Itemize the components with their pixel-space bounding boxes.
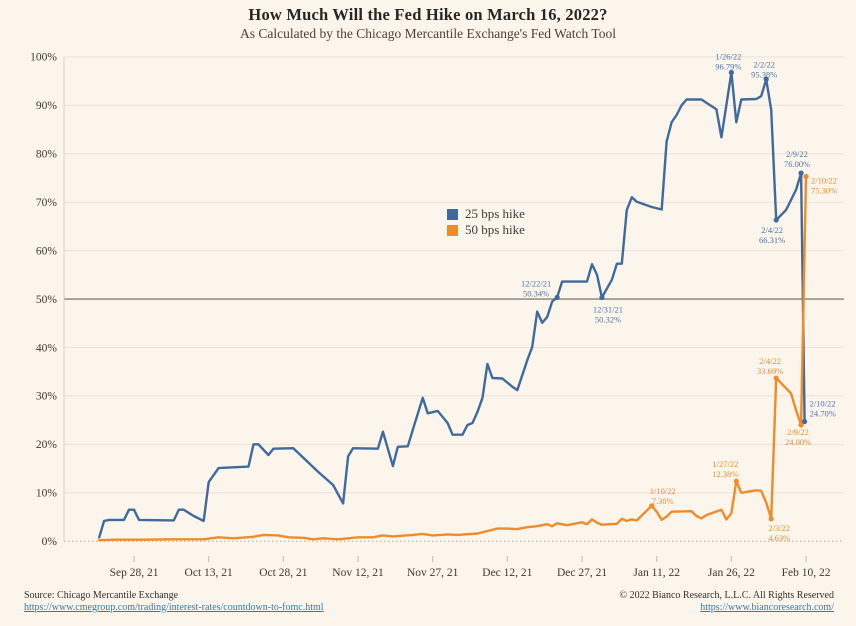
annotation-dot-50bps xyxy=(649,503,655,509)
x-axis-tick-label: Dec 12, 21 xyxy=(482,567,532,579)
series-line-25bps xyxy=(97,71,806,539)
y-axis-tick-label: 90% xyxy=(36,100,58,112)
annotation-label-25bps: 50.34% xyxy=(523,288,549,298)
annotation-label-25bps: 1/26/22 xyxy=(715,51,741,61)
annotation-label-25bps: 66.31% xyxy=(759,235,785,245)
copyright-link[interactable]: https://www.biancoresearch.com/ xyxy=(700,601,834,613)
annotation-label-50bps: 24.00% xyxy=(785,437,811,447)
annotation-dot-25bps xyxy=(798,170,804,176)
x-axis-tick-label: Jan 26, 22 xyxy=(708,567,755,579)
annotation-label-50bps: 75.30% xyxy=(811,186,837,196)
annotation-label-50bps: 33.69% xyxy=(757,366,783,376)
annotation-dot-50bps xyxy=(768,516,774,522)
x-axis-tick-label: Nov 12, 21 xyxy=(332,567,384,579)
copyright-block: © 2022 Bianco Research, L.L.C. All Right… xyxy=(619,590,834,613)
y-axis-tick-label: 20% xyxy=(36,439,58,451)
source-block: Source: Chicago Mercantile Exchange http… xyxy=(24,590,324,613)
annotation-dot-25bps xyxy=(728,69,734,76)
x-axis-tick-label: Feb 10, 22 xyxy=(782,567,831,579)
annotation-label-25bps: 2/10/22 xyxy=(810,399,836,409)
y-axis-tick-label: 10% xyxy=(36,488,58,500)
y-axis-tick-label: 60% xyxy=(36,245,58,257)
x-axis-tick-label: Jan 11, 22 xyxy=(633,567,680,579)
annotation-label-25bps: 12/31/21 xyxy=(593,305,623,315)
legend-label-50bps: 50 bps hike xyxy=(465,222,525,237)
annotation-label-50bps: 1/10/22 xyxy=(650,486,676,496)
chart-subtitle: As Calculated by the Chicago Mercantile … xyxy=(240,26,616,41)
source-label: Source: Chicago Mercantile Exchange xyxy=(24,590,179,601)
annotation-dot-50bps xyxy=(773,375,779,381)
x-axis-tick-label: Oct 28, 21 xyxy=(259,567,307,579)
annotation-dot-25bps xyxy=(763,76,769,82)
annotation-label-50bps: 12.38% xyxy=(712,469,738,479)
annotation-dot-50bps xyxy=(733,478,739,484)
annotation-label-25bps: 2/4/22 xyxy=(761,225,783,235)
legend-item-50bps: 50 bps hike xyxy=(447,222,525,238)
y-axis-tick-label: 30% xyxy=(36,391,58,403)
annotation-label-25bps: 50.32% xyxy=(595,315,621,325)
y-axis-tick-label: 70% xyxy=(36,197,58,209)
source-link[interactable]: https://www.cmegroup.com/trading/interes… xyxy=(24,601,324,613)
annotation-label-25bps: 76.00% xyxy=(784,159,810,169)
annotation-label-25bps: 2/9/22 xyxy=(786,149,808,159)
legend-swatch-25bps-icon xyxy=(447,208,458,220)
y-axis-tick-label: 50% xyxy=(36,294,58,306)
chart-title: How Much Will the Fed Hike on March 16, … xyxy=(248,5,608,24)
y-axis-tick-label: 80% xyxy=(36,149,58,161)
x-axis-tick-label: Nov 27, 21 xyxy=(407,567,459,579)
series-line-50bps xyxy=(97,175,808,542)
legend-swatch-50bps-icon xyxy=(447,224,458,236)
annotation-label-25bps: 96.79% xyxy=(715,61,741,71)
annotation-label-50bps: 1/27/22 xyxy=(712,459,738,469)
y-axis-tick-label: 100% xyxy=(30,52,57,64)
y-axis-tick-label: 0% xyxy=(42,536,58,548)
annotation-label-50bps: 4.63% xyxy=(768,533,790,543)
legend-label-25bps: 25 bps hike xyxy=(465,206,525,221)
x-axis-tick-label: Oct 13, 21 xyxy=(185,567,233,579)
annotation-dot-25bps xyxy=(773,217,779,223)
y-axis-tick-label: 40% xyxy=(36,342,58,354)
x-axis-tick-label: Sep 28, 21 xyxy=(110,567,159,579)
annotation-label-25bps: 12/22/21 xyxy=(521,278,551,288)
annotation-label-25bps: 2/2/22 xyxy=(753,59,775,69)
annotation-label-25bps: 24.70% xyxy=(810,409,836,419)
annotation-label-50bps: 2/9/22 xyxy=(787,427,809,437)
annotation-label-50bps: 2/3/22 xyxy=(768,523,790,533)
annotation-dot-50bps xyxy=(798,422,804,428)
legend-item-25bps: 25 bps hike xyxy=(447,206,525,222)
annotation-label-25bps: 95.38% xyxy=(751,69,777,79)
annotation-label-50bps: 2/10/22 xyxy=(811,176,837,186)
copyright-label: © 2022 Bianco Research, L.L.C. All Right… xyxy=(619,590,834,601)
annotation-dot-25bps xyxy=(801,418,808,425)
annotation-dot-25bps xyxy=(599,294,605,301)
annotation-label-50bps: 2/4/22 xyxy=(759,356,781,366)
annotation-label-50bps: 7.30% xyxy=(652,496,674,506)
annotation-dot-25bps xyxy=(554,294,560,301)
annotation-dot-50bps xyxy=(803,173,809,180)
x-axis-tick-label: Dec 27, 21 xyxy=(557,567,607,579)
chart-legend: 25 bps hike 50 bps hike xyxy=(447,206,525,238)
